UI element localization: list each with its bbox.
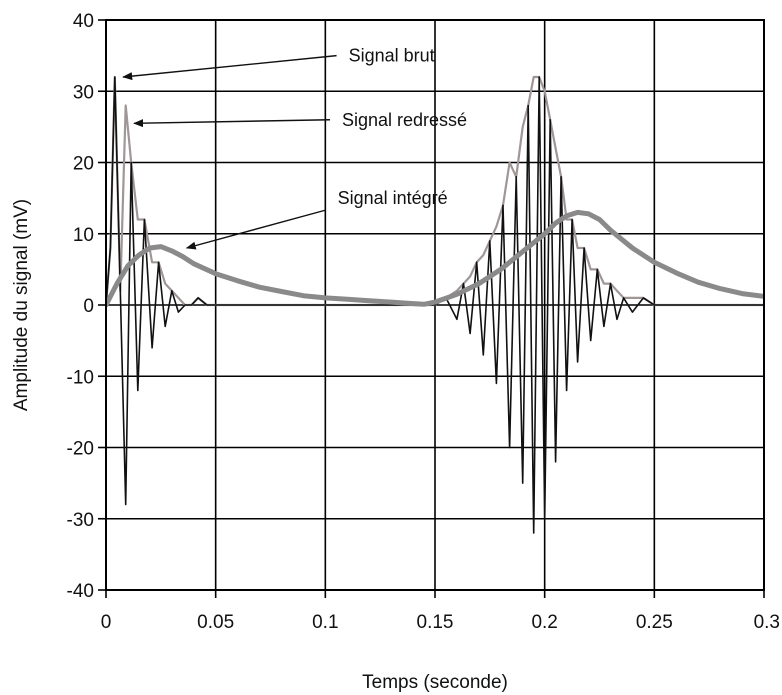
annotation-arrow	[185, 209, 326, 250]
ticks: -40 -30 -20 -10 0 10 20 30 40 0 0.05 0.1 0.15 0.2 0.25…	[67, 11, 780, 633]
series-line-raw	[106, 76, 764, 534]
x-tick-label: 0.25	[636, 612, 673, 633]
series-group	[106, 75, 764, 534]
y-tick-label: -20	[67, 439, 94, 460]
y-tick-label: 40	[73, 11, 94, 32]
x-tick-label: 0.2	[531, 612, 557, 633]
series-line-integrated	[106, 209, 764, 308]
annotation-arrow	[122, 54, 337, 81]
y-tick-label: -10	[67, 367, 94, 388]
x-tick-label: 0.05	[197, 612, 234, 633]
y-tick-label: -40	[67, 581, 94, 602]
y-tick-label: 30	[73, 82, 94, 103]
x-axis-title: Temps (seconde)	[362, 672, 508, 693]
y-tick-label: 20	[73, 154, 94, 175]
y-tick-label: 0	[83, 296, 94, 317]
y-axis-title: Amplitude du signal (mV)	[11, 199, 32, 411]
x-tick-label: 0.1	[312, 612, 338, 633]
y-tick-label: 10	[73, 225, 94, 246]
annotations: Signal brut Signal redressé Signal intégré	[122, 46, 467, 250]
x-tick-label: 0.15	[417, 612, 454, 633]
annotation-arrow	[133, 119, 330, 128]
annotation-label: Signal brut	[349, 46, 435, 66]
annotation-label: Signal redressé	[342, 110, 467, 130]
annotation-label: Signal intégré	[338, 188, 448, 208]
x-tick-label: 0	[101, 612, 112, 633]
y-tick-label: -30	[67, 510, 94, 531]
x-tick-label: 0.3	[754, 612, 780, 633]
